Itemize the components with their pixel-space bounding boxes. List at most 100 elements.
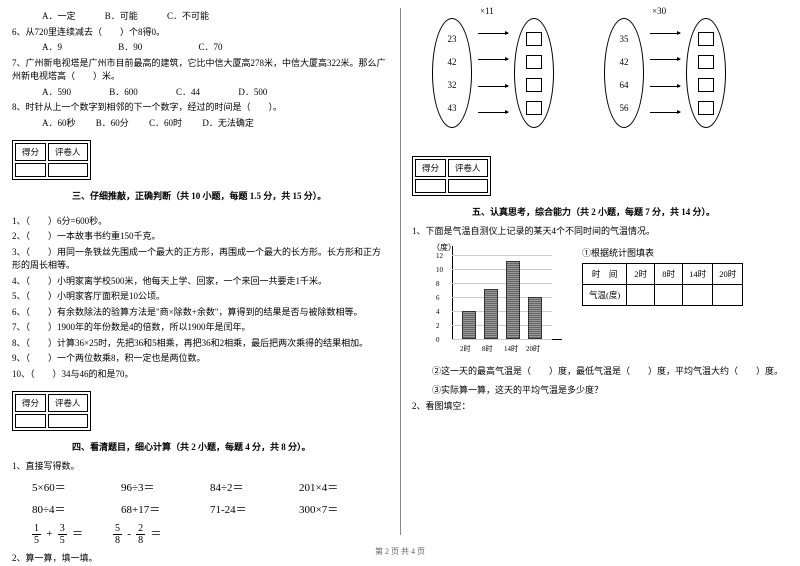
y-tick-label: 0: [436, 336, 440, 344]
opt-d: D．500: [238, 87, 267, 97]
op: +: [46, 528, 52, 540]
bar: [528, 297, 542, 339]
y-tick-label: 12: [436, 252, 443, 260]
chart-area: （度） 0246810122时8时14时20时 ①根据统计图填表 时 间 2时 …: [432, 246, 788, 356]
fraction: 28: [136, 523, 145, 546]
y-tick-label: 2: [436, 322, 440, 330]
y-tick-label: 10: [436, 266, 443, 274]
table-title: ①根据统计图填表: [582, 246, 743, 259]
opt-c: C．60时: [149, 118, 182, 128]
equals: ＝: [72, 528, 83, 540]
table-cell: [627, 285, 655, 306]
j1: 1、（ ）6分=600秒。: [12, 215, 388, 229]
bar-chart: （度） 0246810122时8时14时20时: [432, 246, 562, 356]
arrow-icon: [478, 86, 508, 87]
table-cell: [683, 285, 713, 306]
oval-right: [514, 18, 554, 128]
calc-cell: 96÷3＝: [121, 479, 210, 495]
oval-val: 35: [620, 34, 629, 44]
q8: 8、时针从上一个数字到相邻的下一个数字，经过的时间是（ ）。: [12, 101, 388, 115]
right-column: ×11 23 42 32 43 ×30 35: [400, 0, 800, 565]
opt-c: C．不可能: [167, 11, 209, 21]
y-tick-label: 8: [436, 280, 440, 288]
frac-expr-2: 58 - 28 ＝: [113, 523, 161, 546]
grader-label: 评卷人: [48, 394, 88, 412]
opt-a: A．590: [42, 87, 71, 97]
calc-cell: 84÷2＝: [210, 479, 299, 495]
opt-b: B．600: [109, 87, 138, 97]
q7-options: A．590 B．600 C．44 D．500: [12, 86, 388, 100]
table-cell: [655, 285, 683, 306]
arrows: [478, 23, 508, 123]
grader-blank: [48, 163, 88, 177]
table-section: ①根据统计图填表 时 间 2时 8时 14时 20时 气温(度): [582, 246, 743, 356]
answer-box: [698, 55, 714, 69]
oval-group-1: ×11 23 42 32 43: [432, 18, 554, 128]
opt-a: A．9: [42, 42, 62, 52]
equals: ＝: [150, 528, 161, 540]
q7: 7、广州新电视塔是广州市目前最高的建筑，它比中信大厦高278米，中信大厦高322…: [12, 57, 388, 84]
x-tick-label: 2时: [460, 344, 471, 354]
answer-box: [526, 78, 542, 92]
table-cell: 气温(度): [583, 285, 627, 306]
answer-box: [698, 32, 714, 46]
calc-cell: 80÷4＝: [32, 501, 121, 517]
table-cell: 2时: [627, 264, 655, 285]
arrows: [650, 23, 680, 123]
sub-q2: ②这一天的最高气温是（ ）度，最低气温是（ ）度，平均气温大约（ ）度。: [432, 364, 788, 377]
q6-options: A．9 B．90 C．70: [12, 41, 388, 55]
grid-line: [452, 255, 552, 256]
q2: 2、看图填空：: [412, 400, 788, 414]
oval-val: 43: [448, 103, 457, 113]
opt-b: B．90: [118, 42, 142, 52]
arrow-icon: [478, 59, 508, 60]
oval-val: 42: [620, 57, 629, 67]
oval-val: 23: [448, 34, 457, 44]
score-box-4: 得分评卷人: [12, 391, 91, 431]
oval-val: 64: [620, 80, 629, 90]
y-tick-label: 4: [436, 308, 440, 316]
bar: [506, 261, 520, 339]
grid-line: [452, 269, 552, 270]
fraction: 58: [113, 523, 122, 546]
arrow-icon: [478, 112, 508, 113]
arrow-icon: [650, 112, 680, 113]
arrow-icon: [478, 33, 508, 34]
answer-box: [698, 78, 714, 92]
y-tick-label: 6: [436, 294, 440, 302]
calc-cell: 201×4＝: [299, 479, 388, 495]
page-footer: 第 2 页 共 4 页: [0, 546, 800, 557]
calc-cell: 71-24＝: [210, 501, 299, 517]
grid-line: [452, 283, 552, 284]
j2: 2、（ ）一本故事书约重150千克。: [12, 230, 388, 244]
table-cell: 14时: [683, 264, 713, 285]
table-row: 气温(度): [583, 285, 743, 306]
arrow-icon: [650, 86, 680, 87]
score-label: 得分: [15, 394, 46, 412]
table-cell: [713, 285, 743, 306]
q6: 6、从720里连续减去（ ）个8得0。: [12, 26, 388, 40]
oval-group-2: ×30 35 42 64 56: [604, 18, 726, 128]
q1: 1、下面是气温自测仪上记录的某天4个不同时间的气温情况。: [412, 225, 788, 239]
data-table: 时 间 2时 8时 14时 20时 气温(度): [582, 263, 743, 306]
oval-diagram: ×11 23 42 32 43 ×30 35: [412, 8, 788, 138]
grader-blank: [48, 414, 88, 428]
answer-box: [526, 55, 542, 69]
arrow-icon: [650, 59, 680, 60]
x-tick-label: 14时: [504, 344, 518, 354]
opt-c: C．70: [199, 42, 223, 52]
mult-label: ×11: [480, 6, 494, 16]
j8: 8、（ ）计算36×25时，先把36和5相乘，再把36和2相乘，最后把两次乘得的…: [12, 337, 388, 351]
x-tick-label: 8时: [482, 344, 493, 354]
j3: 3、（ ）用同一条铁丝先围成一个最大的正方形，再围成一个最大的长方形。长方形和正…: [12, 246, 388, 273]
j9: 9、（ ）一个两位数乘8，积一定也是两位数。: [12, 352, 388, 366]
j6: 6、（ ）有余数除法的验算方法是"商×除数+余数"，算得到的结果是否与被除数相等…: [12, 306, 388, 320]
j7: 7、（ ）1900年的年份数是4的倍数，所以1900年是闰年。: [12, 321, 388, 335]
opt-b: B．60分: [96, 118, 129, 128]
score-blank: [415, 179, 446, 193]
q5-options: A．一定 B．可能 C．不可能: [12, 10, 388, 24]
score-label: 得分: [15, 143, 46, 161]
score-blank: [15, 414, 46, 428]
oval-val: 56: [620, 103, 629, 113]
answer-box: [698, 101, 714, 115]
